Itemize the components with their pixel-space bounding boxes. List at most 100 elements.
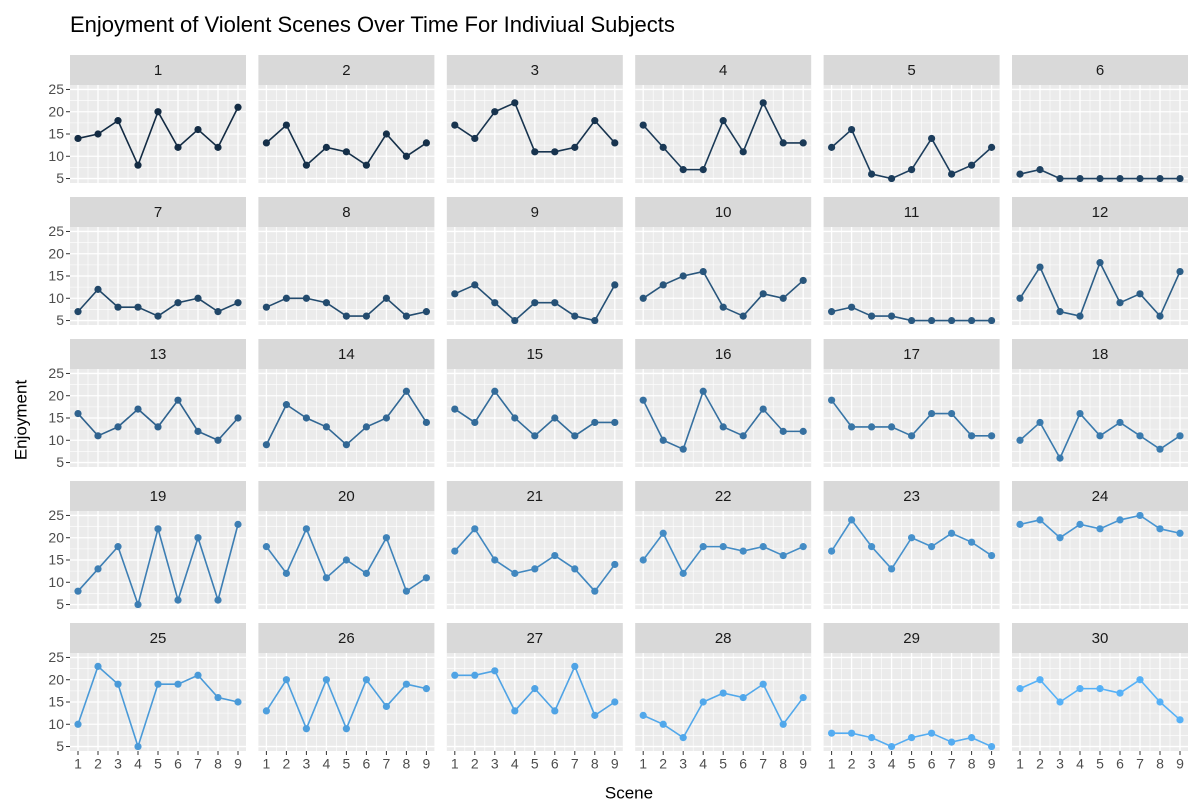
data-point bbox=[402, 387, 410, 395]
y-tick-label: 20 bbox=[48, 245, 64, 261]
data-point bbox=[1116, 689, 1124, 697]
data-point bbox=[1076, 312, 1084, 320]
data-point bbox=[928, 729, 936, 737]
data-point bbox=[1096, 525, 1104, 533]
strip bbox=[635, 623, 812, 653]
x-tick-label: 8 bbox=[779, 756, 787, 772]
data-point bbox=[471, 671, 479, 679]
data-point bbox=[848, 125, 856, 134]
data-point bbox=[1016, 520, 1024, 528]
data-point bbox=[968, 316, 976, 325]
y-tick-label: 10 bbox=[48, 432, 64, 448]
data-point bbox=[282, 569, 290, 577]
data-point bbox=[551, 551, 559, 560]
x-tick-label: 5 bbox=[1096, 756, 1104, 772]
data-point bbox=[848, 303, 856, 311]
data-point bbox=[571, 143, 579, 151]
data-point bbox=[531, 432, 539, 440]
data-point bbox=[779, 294, 787, 302]
data-point bbox=[134, 742, 142, 751]
x-tick-label: 4 bbox=[134, 756, 142, 772]
data-point bbox=[908, 534, 916, 542]
data-point bbox=[1036, 166, 1044, 174]
data-point bbox=[1136, 290, 1144, 298]
x-tick-label: 8 bbox=[1156, 756, 1164, 772]
y-tick-label: 25 bbox=[48, 507, 64, 523]
data-point bbox=[908, 166, 916, 174]
data-point bbox=[154, 680, 162, 688]
strip-label: 19 bbox=[150, 488, 167, 505]
x-tick-label: 8 bbox=[968, 756, 976, 772]
x-tick-label: 9 bbox=[611, 756, 619, 772]
data-point bbox=[1076, 520, 1084, 528]
data-point bbox=[611, 281, 619, 289]
data-point bbox=[868, 543, 876, 551]
y-tick-label: 10 bbox=[48, 290, 64, 306]
y-tick-label: 10 bbox=[48, 148, 64, 164]
data-point bbox=[1136, 174, 1144, 183]
data-point bbox=[471, 525, 479, 533]
data-point bbox=[591, 711, 599, 719]
data-point bbox=[948, 529, 956, 537]
data-point bbox=[948, 409, 956, 418]
data-point bbox=[114, 423, 122, 431]
data-point bbox=[551, 148, 559, 156]
data-point bbox=[362, 312, 370, 320]
data-point bbox=[611, 139, 619, 147]
x-tick-label: 3 bbox=[303, 756, 311, 772]
data-point bbox=[699, 267, 707, 276]
data-point bbox=[611, 418, 619, 427]
data-point bbox=[194, 294, 202, 302]
strip-label: 10 bbox=[715, 204, 732, 221]
strip-label: 8 bbox=[342, 204, 350, 221]
x-tick-label: 7 bbox=[383, 756, 391, 772]
y-tick-label: 15 bbox=[48, 694, 64, 710]
data-point bbox=[302, 525, 310, 533]
data-point bbox=[988, 143, 996, 151]
data-point bbox=[134, 600, 142, 609]
data-point bbox=[342, 312, 350, 320]
data-point bbox=[531, 565, 539, 573]
data-point bbox=[1136, 432, 1144, 440]
data-point bbox=[471, 418, 479, 427]
data-point bbox=[322, 143, 330, 151]
x-tick-label: 6 bbox=[739, 756, 747, 772]
x-tick-label: 7 bbox=[571, 756, 579, 772]
x-tick-label: 8 bbox=[214, 756, 222, 772]
y-tick-label: 15 bbox=[48, 126, 64, 142]
data-point bbox=[1176, 529, 1184, 537]
data-point bbox=[94, 130, 102, 138]
y-tick-label: 5 bbox=[56, 454, 64, 470]
data-point bbox=[1036, 516, 1044, 524]
data-point bbox=[402, 587, 410, 595]
x-tick-label: 2 bbox=[94, 756, 102, 772]
data-point bbox=[759, 290, 767, 298]
data-point bbox=[908, 316, 916, 325]
strip bbox=[635, 339, 812, 369]
data-point bbox=[194, 671, 202, 679]
strip bbox=[446, 197, 623, 227]
data-point bbox=[402, 680, 410, 688]
strip bbox=[70, 55, 246, 85]
strip bbox=[635, 481, 812, 511]
data-point bbox=[511, 316, 519, 325]
x-tick-label: 3 bbox=[114, 756, 122, 772]
data-point bbox=[1176, 267, 1184, 276]
data-point bbox=[679, 166, 687, 174]
data-point bbox=[511, 569, 519, 577]
data-point bbox=[1056, 534, 1064, 542]
strip-label: 21 bbox=[526, 488, 543, 505]
data-point bbox=[234, 520, 242, 528]
data-point bbox=[491, 299, 499, 307]
data-point bbox=[322, 676, 330, 684]
data-point bbox=[262, 303, 270, 311]
data-point bbox=[679, 569, 687, 577]
y-tick-label: 5 bbox=[56, 738, 64, 754]
strip bbox=[1012, 197, 1188, 227]
strip-label: 14 bbox=[338, 346, 355, 363]
data-point bbox=[302, 161, 310, 169]
data-point bbox=[591, 587, 599, 595]
data-point bbox=[234, 414, 242, 422]
strip bbox=[70, 339, 246, 369]
